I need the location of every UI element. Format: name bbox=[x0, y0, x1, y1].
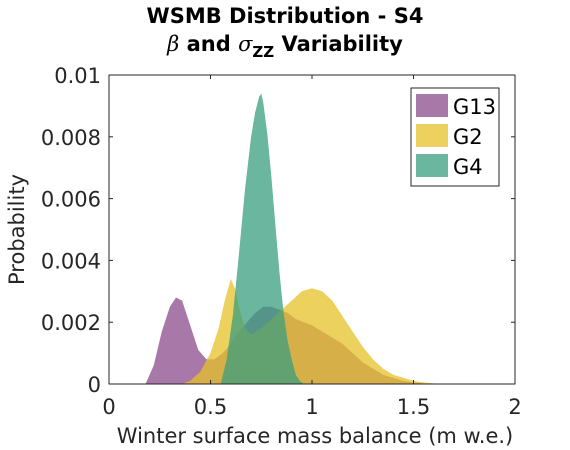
y-tick-label: 0.004 bbox=[41, 249, 101, 273]
y-tick-label: 0.006 bbox=[41, 188, 101, 212]
y-tick-label: 0.008 bbox=[41, 126, 101, 150]
legend-swatch-g2 bbox=[416, 124, 448, 147]
y-tick-label: 0.002 bbox=[41, 311, 101, 335]
x-tick-label: 2 bbox=[508, 395, 521, 419]
chart-title-line2: β and σZZ Variability bbox=[0, 32, 570, 61]
x-tick-label: 1.5 bbox=[397, 395, 430, 419]
sigma-subscript: ZZ bbox=[252, 43, 275, 61]
x-tick-label: 0.5 bbox=[194, 395, 227, 419]
legend-label-g2: G2 bbox=[453, 125, 483, 149]
y-axis-label: Probability bbox=[5, 174, 29, 285]
x-axis-label: Winter surface mass balance (m w.e.) bbox=[117, 424, 513, 448]
beta-symbol: β bbox=[167, 32, 180, 56]
x-tick-label: 1 bbox=[305, 395, 318, 419]
chart-title-line1: WSMB Distribution - S4 bbox=[146, 4, 424, 28]
y-tick-label: 0.01 bbox=[54, 64, 101, 88]
title-and-text: and bbox=[179, 32, 239, 56]
y-tick-label: 0 bbox=[88, 373, 101, 397]
series-area-g4 bbox=[220, 93, 304, 384]
x-tick-label: 0 bbox=[102, 395, 115, 419]
legend-swatch-g4 bbox=[416, 154, 448, 177]
title-rest-text: Variability bbox=[274, 32, 403, 56]
legend-swatch-g13 bbox=[416, 94, 448, 117]
legend-label-g4: G4 bbox=[453, 155, 483, 179]
legend-label-g13: G13 bbox=[453, 95, 496, 119]
sigma-symbol: σ bbox=[238, 32, 253, 56]
